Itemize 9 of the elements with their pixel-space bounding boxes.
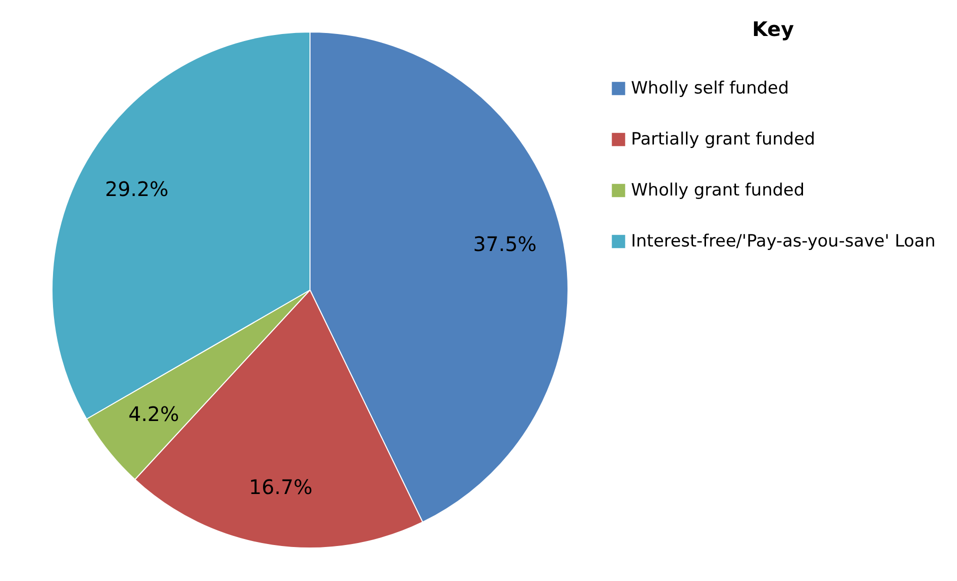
legend-title: Key — [752, 17, 794, 41]
legend-label: Interest-free/'Pay-as-you-save' Loan — [631, 232, 936, 252]
legend-label: Wholly self funded — [631, 78, 789, 98]
data-label: 4.2% — [128, 402, 180, 426]
legend-label: Partially grant funded — [631, 130, 816, 150]
legend-label: Wholly grant funded — [631, 180, 805, 200]
data-label: 29.2% — [105, 177, 169, 201]
data-label: 37.5% — [473, 232, 537, 256]
data-label: 16.7% — [248, 474, 312, 499]
